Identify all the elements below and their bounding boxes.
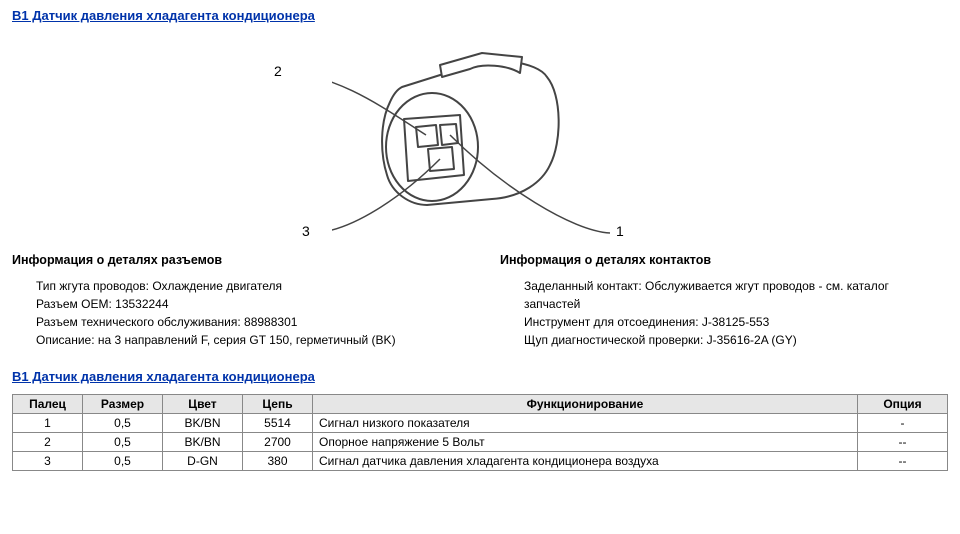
connector-info-line: Описание: на 3 направлений F, серия GT 1…: [36, 331, 460, 349]
th-size: Размер: [83, 395, 163, 414]
cell-color: BK/BN: [163, 414, 243, 433]
contact-info-line: Инструмент для отсоединения: J-38125-553: [524, 313, 948, 331]
th-color: Цвет: [163, 395, 243, 414]
cell-size: 0,5: [83, 414, 163, 433]
contact-info-heading: Информация о деталях контактов: [500, 253, 948, 267]
table-header-row: Палец Размер Цвет Цепь Функционирование …: [13, 395, 948, 414]
cell-function: Сигнал датчика давления хладагента конди…: [313, 452, 858, 471]
cell-option: -: [858, 414, 948, 433]
contact-info-line: Щуп диагностической проверки: J-35616-2A…: [524, 331, 948, 349]
connector-info-line: Разъем технического обслуживания: 889883…: [36, 313, 460, 331]
cell-option: --: [858, 452, 948, 471]
table-row: 30,5D-GN380Сигнал датчика давления хлада…: [13, 452, 948, 471]
connector-icon: [332, 47, 652, 247]
pin-label-2: 2: [274, 63, 282, 79]
connector-info-line: Разъем OEM: 13532244: [36, 295, 460, 313]
section-title-table[interactable]: B1 Датчик давления хладагента кондиционе…: [12, 369, 315, 384]
cell-function: Сигнал низкого показателя: [313, 414, 858, 433]
th-function: Функционирование: [313, 395, 858, 414]
th-option: Опция: [858, 395, 948, 414]
table-row: 10,5BK/BN5514Сигнал низкого показателя-: [13, 414, 948, 433]
cell-color: BK/BN: [163, 433, 243, 452]
cell-pin: 2: [13, 433, 83, 452]
cell-size: 0,5: [83, 452, 163, 471]
table-row: 20,5BK/BN2700Опорное напряжение 5 Вольт-…: [13, 433, 948, 452]
connector-info-line: Тип жгута проводов: Охлаждение двигателя: [36, 277, 460, 295]
contact-info-block: Информация о деталях контактов Заделанны…: [500, 253, 948, 349]
connector-info-block: Информация о деталях разъемов Тип жгута …: [12, 253, 460, 349]
contact-info-line: Заделанный контакт: Обслуживается жгут п…: [524, 277, 948, 313]
cell-circuit: 5514: [243, 414, 313, 433]
connector-diagram: 2 3 1: [12, 27, 948, 247]
cell-circuit: 380: [243, 452, 313, 471]
cell-size: 0,5: [83, 433, 163, 452]
section-title-top[interactable]: B1 Датчик давления хладагента кондиционе…: [12, 8, 315, 23]
cell-function: Опорное напряжение 5 Вольт: [313, 433, 858, 452]
pin-label-3: 3: [302, 223, 310, 239]
pinout-table: Палец Размер Цвет Цепь Функционирование …: [12, 394, 948, 471]
th-circuit: Цепь: [243, 395, 313, 414]
th-pin: Палец: [13, 395, 83, 414]
cell-option: --: [858, 433, 948, 452]
cell-pin: 3: [13, 452, 83, 471]
cell-color: D-GN: [163, 452, 243, 471]
connector-info-heading: Информация о деталях разъемов: [12, 253, 460, 267]
cell-circuit: 2700: [243, 433, 313, 452]
cell-pin: 1: [13, 414, 83, 433]
